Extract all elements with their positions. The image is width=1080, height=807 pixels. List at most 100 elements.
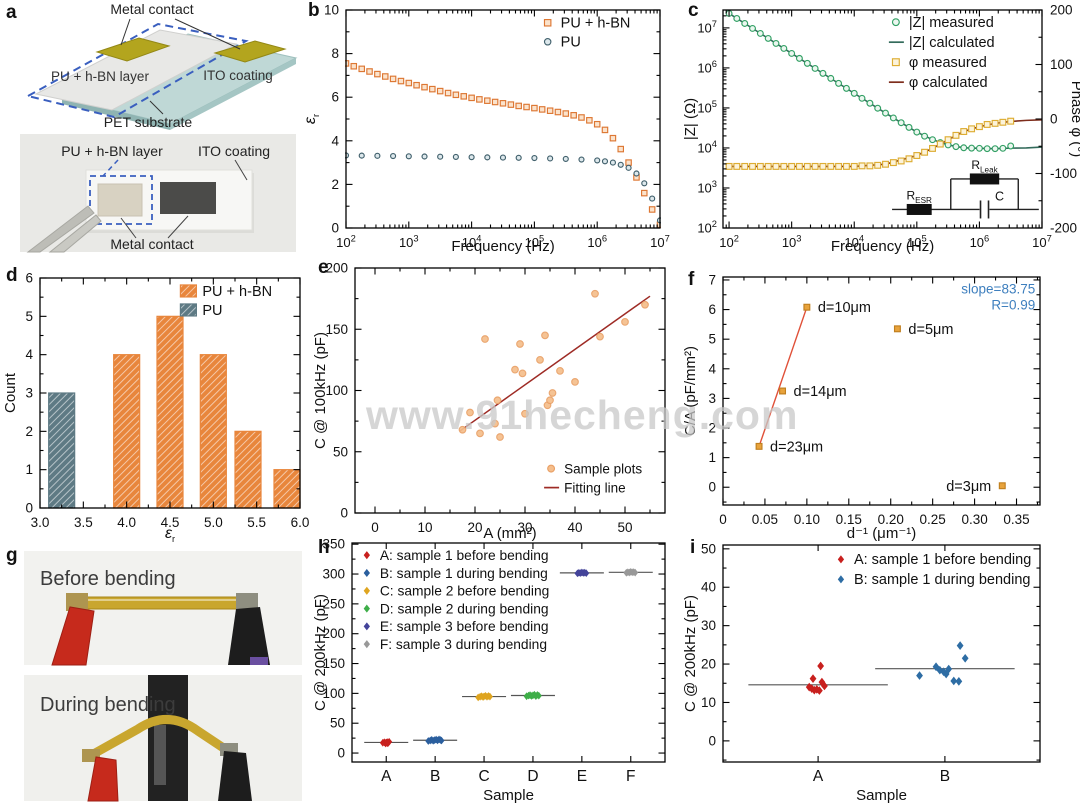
svg-text:φ calculated: φ calculated <box>909 75 988 91</box>
svg-text:d=23μm: d=23μm <box>770 439 823 455</box>
svg-text:104: 104 <box>462 234 482 250</box>
svg-text:150: 150 <box>322 656 345 671</box>
leader-line <box>120 217 137 239</box>
svg-text:102: 102 <box>697 219 717 235</box>
svg-text:Phase φ (°): Phase φ (°) <box>1068 81 1080 158</box>
svg-text:0.30: 0.30 <box>961 512 987 527</box>
svg-text:30: 30 <box>517 520 532 535</box>
svg-text:Count: Count <box>2 372 19 413</box>
svg-text:B: B <box>430 768 440 785</box>
pen-label <box>154 725 166 785</box>
svg-text:102: 102 <box>336 234 356 250</box>
leader-line <box>167 215 189 239</box>
panel-letter-d: d <box>6 265 18 286</box>
svg-text:40: 40 <box>701 580 716 595</box>
svg-text:106: 106 <box>587 234 607 250</box>
svg-text:4: 4 <box>25 347 33 362</box>
svg-text:PU + h-BN: PU + h-BN <box>202 284 272 300</box>
device-schematic-illustration: Metal contact PU + h-BN layer ITO coatin… <box>20 1 298 253</box>
svg-text:300: 300 <box>322 567 345 582</box>
chart-h-bending-six-samples: h A B C D E F 0 50 100 150 200 250 300 350 Sample C @ 2… <box>310 535 680 807</box>
panel-g: g Before bending During bending <box>0 545 310 807</box>
svg-text:105: 105 <box>907 234 927 250</box>
svg-text:D: sample 2 during bending: D: sample 2 during bending <box>380 601 549 616</box>
svg-text:4.0: 4.0 <box>117 515 136 530</box>
svg-text:1: 1 <box>25 462 33 477</box>
chart-e-capacitance-area: e 0 10 20 30 40 50 0 50 100 150 200 A (mm²) C @ 100k… <box>310 255 680 545</box>
svg-text:PU: PU <box>561 35 581 51</box>
svg-text:103: 103 <box>399 234 419 250</box>
svg-text:100: 100 <box>1050 57 1073 72</box>
metal-contact-photo-left <box>97 183 143 217</box>
svg-text:105: 105 <box>697 99 717 115</box>
during-bending-label: During bending <box>40 694 176 716</box>
svg-text:100: 100 <box>325 383 348 398</box>
svg-text:20: 20 <box>701 657 716 672</box>
svg-text:106: 106 <box>970 234 990 250</box>
svg-text:103: 103 <box>697 179 717 195</box>
svg-text:φ measured: φ measured <box>909 55 987 71</box>
svg-text:5.0: 5.0 <box>204 515 223 530</box>
svg-text:D: D <box>527 768 538 785</box>
leader-line <box>149 100 164 115</box>
svg-text:Sample plots: Sample plots <box>564 461 642 476</box>
svg-text:F: F <box>626 768 635 785</box>
ito-coating-photo <box>160 182 216 214</box>
svg-text:|Z| calculated: |Z| calculated <box>909 35 995 51</box>
svg-text:6: 6 <box>331 90 339 105</box>
svg-text:40: 40 <box>567 520 582 535</box>
svg-text:200: 200 <box>325 261 348 276</box>
svg-text:103: 103 <box>782 234 802 250</box>
svg-text:0.10: 0.10 <box>794 512 820 527</box>
svg-text:106: 106 <box>697 59 717 75</box>
dashed-outline-photo <box>89 175 153 225</box>
before-bending-label: Before bending <box>40 568 176 590</box>
svg-text:d=5μm: d=5μm <box>908 322 953 338</box>
clip-base-purple <box>250 657 268 665</box>
ito-label: ITO coating <box>203 68 273 83</box>
panel-letter-f: f <box>688 269 695 290</box>
svg-text:Frequency (Hz): Frequency (Hz) <box>831 238 934 255</box>
svg-text:B: sample 1 during bending: B: sample 1 during bending <box>380 566 548 581</box>
svg-text:|Z| measured: |Z| measured <box>909 15 994 31</box>
panel-letter-g: g <box>6 545 18 566</box>
svg-text:107: 107 <box>650 234 670 250</box>
dashed-outline <box>25 22 249 119</box>
svg-text:E: sample 3 before bending: E: sample 3 before bending <box>380 619 549 634</box>
bending-photos: Before bending During bending <box>24 551 302 802</box>
svg-text:100: 100 <box>322 686 345 701</box>
svg-text:4: 4 <box>708 361 716 376</box>
svg-text:-200: -200 <box>1050 221 1077 236</box>
chart-i-bending-sample1: i A B 0 10 20 30 40 50 Sample C @ 200kHz (pF) A: s… <box>680 535 1080 807</box>
chart-d-histogram: d 3.0 3.5 4.0 4.5 5.0 5.5 6.0 0 1 2 3 4 5 6 εr Count PU … <box>0 255 310 545</box>
leader-line <box>234 159 248 181</box>
svg-text:0: 0 <box>1050 112 1058 127</box>
chart-f-capacitance-thickness: f 0 0.05 0.10 0.15 0.20 0.25 0.30 0.35 0 1 2 3 4 5 6 7 d… <box>680 255 1080 545</box>
svg-text:10: 10 <box>417 520 432 535</box>
svg-text:200: 200 <box>1050 3 1073 18</box>
panel-letter-i: i <box>690 537 696 558</box>
svg-text:εr: εr <box>165 525 175 544</box>
svg-text:150: 150 <box>325 322 348 337</box>
svg-text:0: 0 <box>371 520 379 535</box>
bent-capacitor-strip <box>85 715 231 761</box>
svg-text:0.15: 0.15 <box>836 512 862 527</box>
svg-text:A: sample 1 before bending: A: sample 1 before bending <box>854 552 1031 568</box>
tweezers <box>48 214 102 253</box>
red-alligator-clip <box>51 606 95 666</box>
flexible-capacitor-strip <box>75 596 251 610</box>
svg-text:Sample: Sample <box>856 787 907 804</box>
svg-text:3.0: 3.0 <box>31 515 50 530</box>
black-alligator-clip2 <box>218 751 252 801</box>
leader-line <box>102 159 119 177</box>
svg-text:7: 7 <box>708 272 716 287</box>
svg-text:1: 1 <box>708 450 716 465</box>
svg-text:3: 3 <box>708 391 716 406</box>
svg-text:6: 6 <box>708 302 716 317</box>
svg-text:C/A (pF/mm²): C/A (pF/mm²) <box>682 346 699 436</box>
svg-text:|Z| (Ω): |Z| (Ω) <box>682 98 699 140</box>
svg-text:5: 5 <box>708 332 716 347</box>
svg-text:0: 0 <box>337 746 345 761</box>
pet-substrate-edge2 <box>170 58 296 130</box>
